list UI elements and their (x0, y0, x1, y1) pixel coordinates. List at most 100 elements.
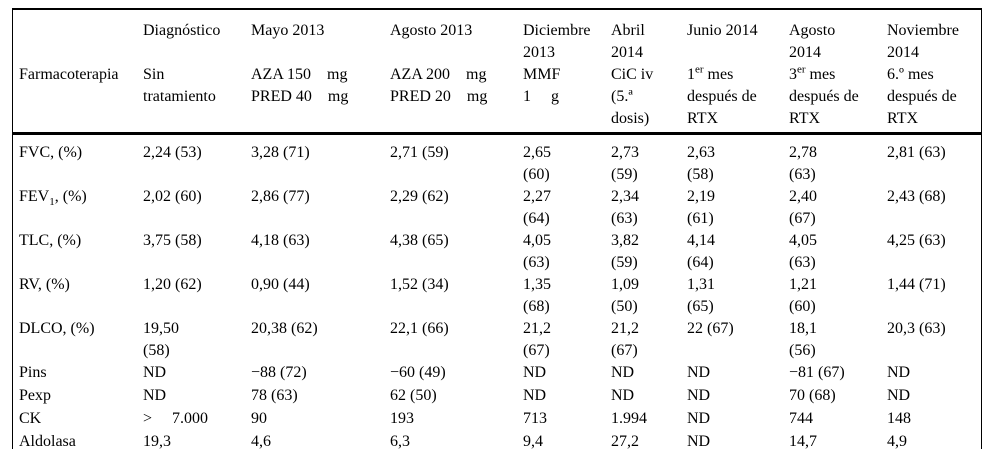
value-cell: ND (611, 362, 687, 385)
date-header-abril-2014: Abril 2014 (611, 10, 687, 64)
therapy-header-text: Farmacoterapia (19, 66, 119, 83)
value-cell: 2,73 (59) (611, 134, 687, 187)
cell-text: 1.994 (611, 410, 647, 427)
cell-text: ND (687, 410, 711, 427)
table-row: FVC, (%) 2,24 (53) 3,28 (71) 2,71 (59) 2,65 … (13, 134, 981, 187)
table-row: FEV1, (%) 2,02 (60) 2,86 (77) 2,29 (62) 2,27… (13, 186, 981, 230)
therapy-header-superscript: er (695, 64, 704, 76)
pulmonary-function-table: Diagnóstico Mayo 2013 Agosto 2013 Diciem… (13, 10, 981, 449)
value-cell: ND (687, 431, 789, 449)
date-header-agosto-2014: Agosto 2014 (789, 10, 887, 64)
row-label: FVC, (%) (19, 144, 83, 161)
cell-text: 19,50 (58) (143, 320, 179, 359)
cell-text: 2,34 (63) (611, 188, 639, 227)
cell-text: 2,65 (60) (523, 144, 551, 183)
cell-text: 1,09 (50) (611, 276, 639, 315)
cell-text: 6,3 (390, 433, 410, 449)
value-cell: 2,19 (61) (687, 186, 789, 230)
cell-text: 4,25 (63) (887, 232, 946, 249)
value-cell: ND (687, 385, 789, 408)
value-cell: 90 (251, 408, 390, 431)
value-cell: ND (887, 362, 981, 385)
value-cell: 2,63 (58) (687, 134, 789, 187)
cell-text: −81 (67) (789, 364, 845, 381)
date-header-noviembre-2014: Noviembre 2014 (887, 10, 981, 64)
cell-text: 1,20 (62) (143, 276, 202, 293)
cell-text: 3,82 (59) (611, 232, 639, 271)
cell-text: 14,7 (789, 433, 817, 449)
date-header-text: Noviembre 2014 (887, 22, 959, 61)
value-cell: 1,21 (60) (789, 274, 887, 318)
value-cell: ND (687, 408, 789, 431)
cell-text: > 7.000 (143, 410, 209, 427)
value-cell: > 7.000 (143, 408, 251, 431)
cell-text: 744 (789, 410, 813, 427)
row-label: Aldolasa (19, 433, 76, 449)
cell-text: −88 (72) (251, 364, 307, 381)
cell-text: 2,73 (59) (611, 144, 639, 183)
cell-text: 2,24 (53) (143, 144, 202, 161)
therapy-header-text: 6.º mes después de RTX (887, 66, 957, 127)
value-cell: 2,65 (60) (523, 134, 611, 187)
pulmonary-function-table-figure: Diagnóstico Mayo 2013 Agosto 2013 Diciem… (12, 8, 982, 449)
row-label-cell: DLCO, (%) (13, 318, 143, 362)
therapy-header-cic-iv: CiC iv (5.ª dosis) (611, 64, 687, 135)
therapy-header-6o-mes-rtx: 6.º mes después de RTX (887, 64, 981, 135)
cell-text: 713 (523, 410, 547, 427)
cell-text: ND (887, 364, 911, 381)
value-cell: 4,05 (63) (789, 230, 887, 274)
value-cell: 2,40 (67) (789, 186, 887, 230)
value-cell: 2,81 (63) (887, 134, 981, 187)
row-label-cell: Aldolasa (13, 431, 143, 449)
value-cell: 4,25 (63) (887, 230, 981, 274)
value-cell: 1,20 (62) (143, 274, 251, 318)
value-cell: 1,35 (68) (523, 274, 611, 318)
value-cell: 20,3 (63) (887, 318, 981, 362)
therapy-header-text: CiC iv (5.ª dosis) (611, 66, 654, 127)
cell-text: 1,31 (65) (687, 276, 715, 315)
row-label-cell: FEV1, (%) (13, 186, 143, 230)
table-row: DLCO, (%) 19,50 (58) 20,38 (62) 22,1 (66) 21… (13, 318, 981, 362)
value-cell: 148 (887, 408, 981, 431)
cell-text: 70 (68) (789, 387, 836, 404)
cell-text: 3,28 (71) (251, 144, 310, 161)
value-cell: 2,27 (64) (523, 186, 611, 230)
cell-text: 1,21 (60) (789, 276, 817, 315)
date-header-mayo-2013: Mayo 2013 (251, 10, 390, 64)
value-cell: 1,31 (65) (687, 274, 789, 318)
therapy-header-1er-mes-rtx: 1er mes después de RTX (687, 64, 789, 135)
therapy-header-text: MMF 1 g (523, 66, 561, 105)
cell-text: 78 (63) (251, 387, 298, 404)
cell-text: 2,19 (61) (687, 188, 715, 227)
value-cell: 21,2 (67) (523, 318, 611, 362)
value-cell: 2,43 (68) (887, 186, 981, 230)
cell-text: 19,3 (143, 433, 171, 449)
value-cell: 4,9 (887, 431, 981, 449)
value-cell: −60 (49) (390, 362, 523, 385)
cell-text: 4,05 (63) (523, 232, 551, 271)
cell-text: 4,38 (65) (390, 232, 449, 249)
therapy-header-text: mes después de RTX (789, 66, 859, 127)
cell-text: 27,2 (611, 433, 639, 449)
therapy-header-pre: 3 (789, 66, 797, 83)
cell-text: 2,81 (63) (887, 144, 946, 161)
cell-text: 4,05 (63) (789, 232, 817, 271)
therapy-header-aza200-pred20: AZA 200 mg PRED 20 mg (390, 64, 523, 135)
value-cell: 22 (67) (687, 318, 789, 362)
value-cell: 4,18 (63) (251, 230, 390, 274)
cell-text: ND (611, 364, 635, 381)
header-row-dates: Diagnóstico Mayo 2013 Agosto 2013 Diciem… (13, 10, 981, 64)
cell-text: 1,44 (71) (887, 276, 946, 293)
table-row: RV, (%) 1,20 (62) 0,90 (44) 1,52 (34) 1,35 (… (13, 274, 981, 318)
value-cell: ND (687, 362, 789, 385)
table-row: Aldolasa 19,3 4,6 6,3 9,4 27,2 ND 14,7 4,9 (13, 431, 981, 449)
date-header-text: Mayo 2013 (251, 22, 325, 39)
value-cell: 19,50 (58) (143, 318, 251, 362)
therapy-header-text: AZA 200 mg PRED 20 mg (390, 66, 488, 105)
date-header-text: Abril 2014 (611, 22, 645, 61)
cell-text: 22,1 (66) (390, 320, 449, 337)
value-cell: ND (523, 385, 611, 408)
cell-text: 20,38 (62) (251, 320, 318, 337)
value-cell: 2,02 (60) (143, 186, 251, 230)
value-cell: 1,44 (71) (887, 274, 981, 318)
